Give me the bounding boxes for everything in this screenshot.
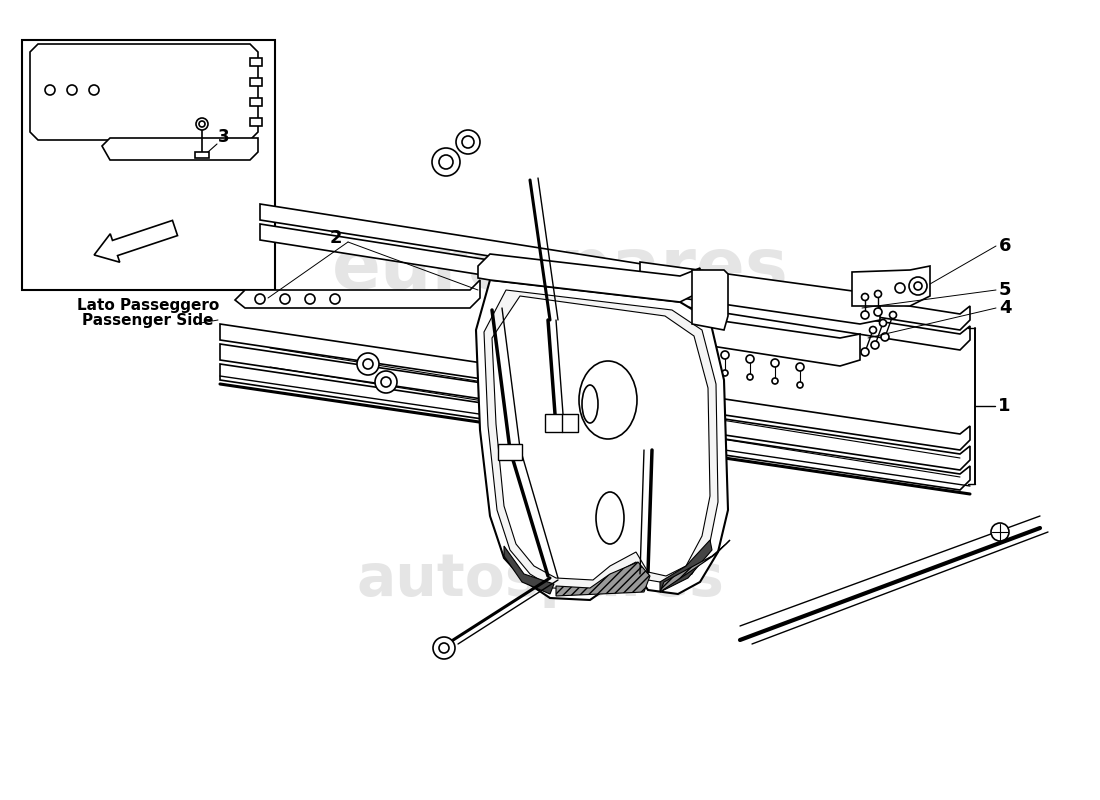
Polygon shape (484, 290, 718, 590)
Text: Passenger Side: Passenger Side (82, 313, 213, 328)
Polygon shape (544, 414, 578, 432)
Circle shape (861, 311, 869, 319)
Circle shape (363, 359, 373, 369)
Polygon shape (260, 224, 970, 350)
Polygon shape (220, 324, 970, 450)
Circle shape (696, 347, 704, 355)
Circle shape (909, 277, 927, 295)
FancyArrow shape (95, 221, 177, 262)
Circle shape (697, 366, 703, 372)
Circle shape (381, 377, 390, 387)
Circle shape (280, 294, 290, 304)
Circle shape (720, 351, 729, 359)
Circle shape (747, 374, 754, 380)
Circle shape (330, 294, 340, 304)
Circle shape (880, 319, 887, 326)
Polygon shape (498, 444, 522, 460)
Text: 5: 5 (999, 281, 1012, 299)
Ellipse shape (579, 361, 637, 439)
Polygon shape (556, 562, 650, 596)
Polygon shape (102, 138, 258, 160)
Text: autospares: autospares (356, 551, 724, 609)
Circle shape (869, 326, 877, 334)
Ellipse shape (596, 492, 624, 544)
Polygon shape (660, 540, 712, 592)
Circle shape (722, 370, 728, 376)
Ellipse shape (582, 385, 598, 423)
Polygon shape (195, 152, 209, 158)
Polygon shape (476, 280, 728, 600)
Text: eurospares: eurospares (331, 235, 789, 305)
Circle shape (199, 121, 205, 127)
Text: 1: 1 (998, 397, 1011, 415)
Polygon shape (260, 204, 970, 330)
Bar (22, 40, 275, 290)
Circle shape (433, 637, 455, 659)
Circle shape (796, 363, 804, 371)
Circle shape (196, 118, 208, 130)
Circle shape (861, 294, 869, 301)
Polygon shape (220, 364, 970, 490)
Polygon shape (640, 262, 880, 324)
Polygon shape (220, 344, 970, 470)
Polygon shape (250, 58, 262, 66)
Text: 2: 2 (330, 229, 342, 247)
Polygon shape (250, 78, 262, 86)
Circle shape (798, 382, 803, 388)
Circle shape (771, 359, 779, 367)
Circle shape (456, 130, 480, 154)
Polygon shape (250, 98, 262, 106)
Polygon shape (30, 44, 258, 140)
Circle shape (895, 283, 905, 293)
Circle shape (432, 148, 460, 176)
Circle shape (881, 333, 889, 341)
Circle shape (874, 290, 881, 298)
Circle shape (890, 311, 896, 318)
Circle shape (67, 85, 77, 95)
Polygon shape (504, 546, 554, 594)
Polygon shape (660, 540, 730, 592)
Circle shape (89, 85, 99, 95)
Text: 3: 3 (218, 128, 230, 146)
Circle shape (375, 371, 397, 393)
Circle shape (439, 155, 453, 169)
Polygon shape (478, 254, 700, 302)
Circle shape (305, 294, 315, 304)
Circle shape (439, 643, 449, 653)
Circle shape (462, 136, 474, 148)
Polygon shape (660, 312, 860, 366)
Circle shape (871, 341, 879, 349)
Circle shape (772, 378, 778, 384)
Polygon shape (692, 270, 728, 330)
Polygon shape (852, 266, 930, 306)
Circle shape (914, 282, 922, 290)
Polygon shape (235, 280, 480, 308)
Circle shape (255, 294, 265, 304)
Polygon shape (250, 118, 262, 126)
Circle shape (874, 308, 882, 316)
Text: 4: 4 (999, 299, 1012, 317)
Circle shape (861, 348, 869, 356)
Text: Lato Passeggero: Lato Passeggero (77, 298, 219, 313)
Circle shape (746, 355, 754, 363)
Polygon shape (492, 296, 710, 580)
Text: 6: 6 (999, 237, 1012, 255)
Circle shape (991, 523, 1009, 541)
Circle shape (45, 85, 55, 95)
Circle shape (358, 353, 379, 375)
